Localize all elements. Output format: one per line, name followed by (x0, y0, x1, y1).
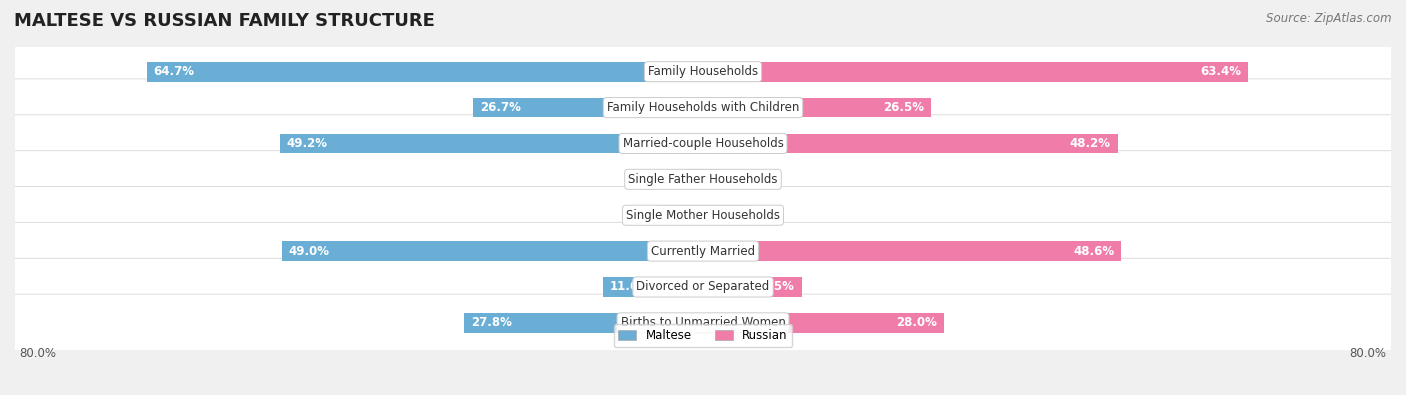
Text: 48.6%: 48.6% (1073, 245, 1114, 258)
Text: 49.0%: 49.0% (288, 245, 329, 258)
Bar (703, 313, 943, 333)
Bar (464, 313, 703, 333)
Text: 26.7%: 26.7% (481, 101, 522, 114)
Bar (703, 205, 748, 225)
Text: Currently Married: Currently Married (651, 245, 755, 258)
Bar (703, 62, 1249, 82)
FancyBboxPatch shape (13, 43, 1393, 100)
Legend: Maltese, Russian: Maltese, Russian (613, 324, 793, 347)
Text: Single Father Households: Single Father Households (628, 173, 778, 186)
Bar (146, 62, 703, 82)
Text: Single Mother Households: Single Mother Households (626, 209, 780, 222)
Bar (703, 169, 720, 189)
Text: 11.5%: 11.5% (754, 280, 794, 293)
Text: 48.2%: 48.2% (1070, 137, 1111, 150)
FancyBboxPatch shape (13, 258, 1393, 316)
FancyBboxPatch shape (13, 79, 1393, 136)
Bar (280, 134, 703, 153)
Text: Source: ZipAtlas.com: Source: ZipAtlas.com (1267, 12, 1392, 25)
Text: 2.0%: 2.0% (650, 173, 679, 186)
FancyBboxPatch shape (13, 186, 1393, 244)
Text: 80.0%: 80.0% (20, 347, 56, 360)
Text: 27.8%: 27.8% (471, 316, 512, 329)
Text: 11.6%: 11.6% (610, 280, 651, 293)
Bar (703, 277, 801, 297)
Text: Family Households with Children: Family Households with Children (607, 101, 799, 114)
Bar (703, 134, 1118, 153)
Bar (658, 205, 703, 225)
Text: 26.5%: 26.5% (883, 101, 924, 114)
FancyBboxPatch shape (13, 115, 1393, 172)
Text: MALTESE VS RUSSIAN FAMILY STRUCTURE: MALTESE VS RUSSIAN FAMILY STRUCTURE (14, 12, 434, 30)
Text: Births to Unmarried Women: Births to Unmarried Women (620, 316, 786, 329)
Text: 49.2%: 49.2% (287, 137, 328, 150)
Text: 28.0%: 28.0% (896, 316, 936, 329)
FancyBboxPatch shape (13, 150, 1393, 208)
Text: 80.0%: 80.0% (1350, 347, 1386, 360)
Bar (474, 98, 703, 117)
FancyBboxPatch shape (13, 294, 1393, 352)
Bar (703, 241, 1121, 261)
Text: 5.3%: 5.3% (755, 209, 785, 222)
Bar (281, 241, 703, 261)
Text: Family Households: Family Households (648, 65, 758, 78)
Bar (603, 277, 703, 297)
Bar (686, 169, 703, 189)
Text: Divorced or Separated: Divorced or Separated (637, 280, 769, 293)
Bar (703, 98, 931, 117)
Text: 64.7%: 64.7% (153, 65, 194, 78)
Text: 5.2%: 5.2% (621, 209, 651, 222)
Text: Married-couple Households: Married-couple Households (623, 137, 783, 150)
FancyBboxPatch shape (13, 222, 1393, 280)
Text: 63.4%: 63.4% (1201, 65, 1241, 78)
Text: 2.0%: 2.0% (727, 173, 756, 186)
